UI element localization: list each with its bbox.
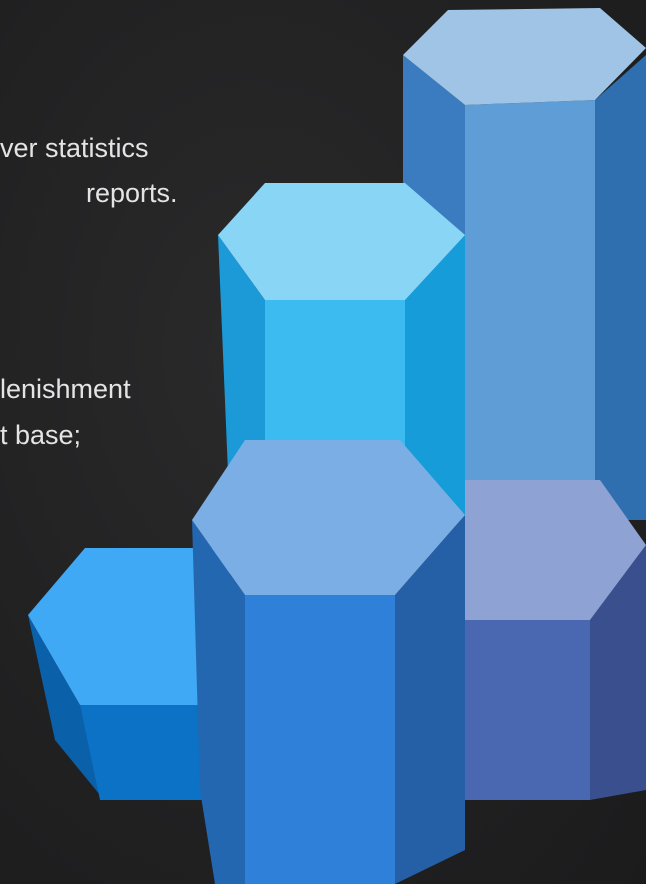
front-prism <box>192 440 465 884</box>
body-text: ver statistics <box>0 133 149 163</box>
body-text: t base; <box>0 420 82 450</box>
body-text: reports. <box>86 178 178 208</box>
purple-prism <box>465 480 646 800</box>
body-text: lenishment <box>0 374 131 404</box>
left-prism <box>28 548 230 800</box>
